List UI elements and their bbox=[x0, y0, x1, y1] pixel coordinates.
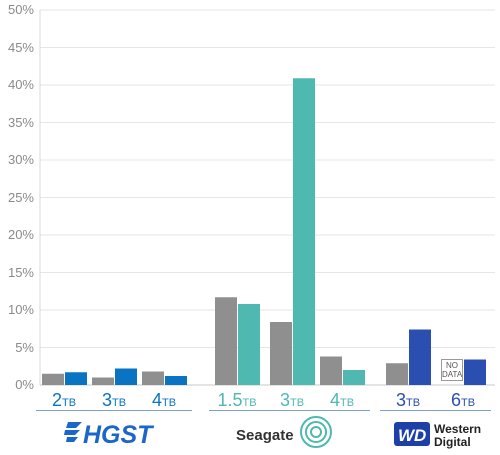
y-tick-label: 15% bbox=[7, 264, 34, 280]
western-digital-logo: WD Western Digital bbox=[394, 420, 494, 450]
y-tick-label: 20% bbox=[7, 227, 34, 242]
seagate-logo: Seagate bbox=[236, 412, 336, 450]
bar-grey bbox=[142, 371, 164, 385]
hgst-logo: HGST bbox=[62, 418, 162, 449]
bar-grey bbox=[320, 356, 342, 385]
x-category-label: 3TB bbox=[279, 390, 305, 410]
wd-wordmark-line1: Western bbox=[434, 422, 481, 436]
x-category-label: 3TB bbox=[395, 390, 421, 410]
bar-brand bbox=[343, 370, 365, 385]
y-tick-label: 40% bbox=[7, 77, 34, 92]
y-tick-label: 35% bbox=[7, 114, 34, 130]
x-category-label: 1.5TB bbox=[217, 390, 257, 410]
hgst-wordmark: HGST bbox=[83, 421, 155, 448]
x-category-label: 2TB bbox=[51, 390, 77, 410]
x-category-label: 4TB bbox=[151, 390, 177, 410]
bar-brand bbox=[65, 372, 87, 385]
brand-group-line bbox=[209, 410, 370, 411]
brand-group-line bbox=[380, 410, 491, 411]
bars bbox=[42, 78, 486, 385]
bar-grey bbox=[92, 377, 114, 385]
bar-brand bbox=[293, 78, 315, 385]
x-category-label: 3TB bbox=[101, 390, 127, 410]
y-tick-label: 25% bbox=[7, 189, 34, 205]
x-category-label: 4TB bbox=[329, 390, 355, 410]
seagate-wordmark: Seagate bbox=[236, 427, 294, 444]
bar-brand bbox=[464, 359, 486, 385]
bar-brand bbox=[238, 304, 260, 385]
bar-grey bbox=[386, 363, 408, 385]
y-tick-label: 10% bbox=[7, 302, 34, 317]
no-data-label: NO DATA bbox=[441, 359, 463, 381]
y-tick-label: 30% bbox=[7, 152, 34, 167]
x-category-label: 6TB bbox=[450, 390, 476, 410]
gridlines bbox=[39, 9, 495, 386]
bar-brand bbox=[115, 368, 137, 385]
bar-grey bbox=[42, 373, 64, 385]
y-tick-label: 45% bbox=[7, 39, 34, 55]
bar-brand bbox=[409, 329, 431, 385]
bar-brand bbox=[165, 376, 187, 385]
y-tick-label: 50% bbox=[7, 2, 34, 17]
wd-mark: WD bbox=[398, 426, 426, 445]
bar-grey bbox=[270, 322, 292, 385]
bar-grey bbox=[215, 297, 237, 385]
y-tick-label: 5% bbox=[15, 339, 34, 355]
brand-group-line bbox=[36, 410, 192, 411]
y-tick-label: 0% bbox=[15, 377, 34, 392]
wd-wordmark-line2: Digital bbox=[434, 435, 471, 449]
